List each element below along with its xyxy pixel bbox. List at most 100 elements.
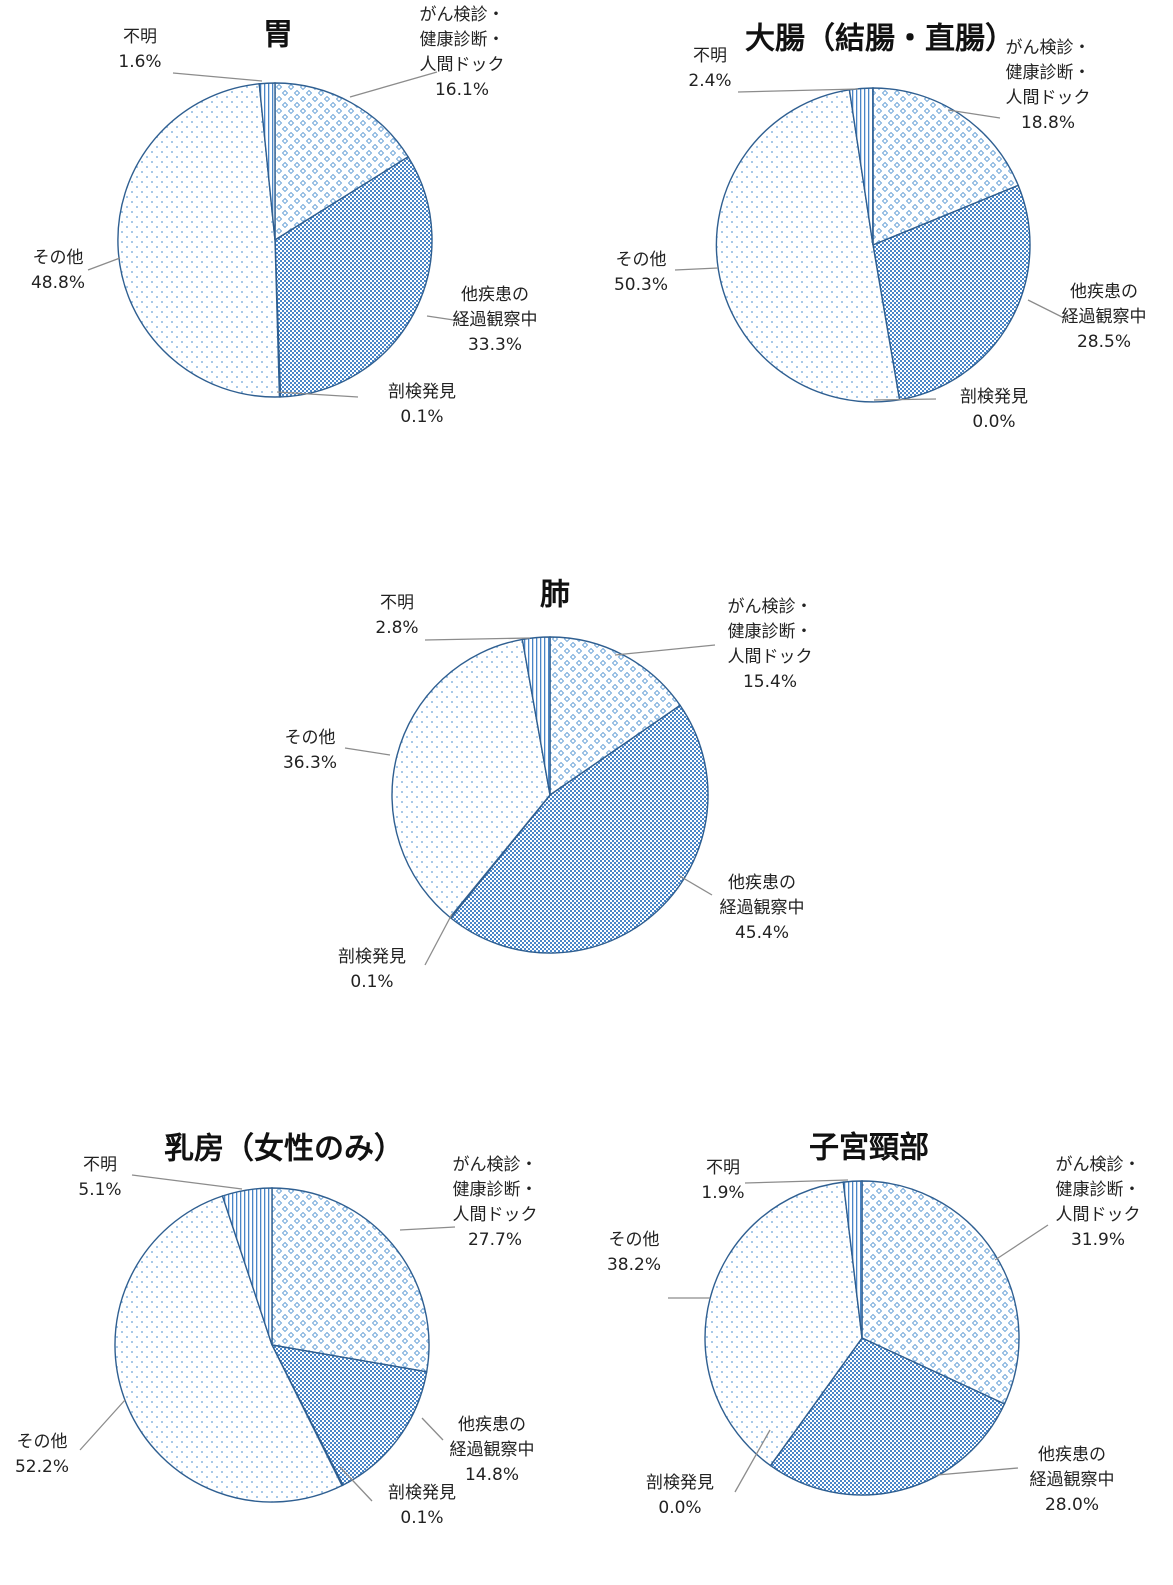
slice-followup	[872, 184, 1031, 401]
chart-title: 乳房（女性のみ）	[164, 1132, 404, 1167]
leader-line-other	[87, 257, 121, 271]
slice-percent: 0.0%	[658, 1498, 701, 1518]
slice-label-unknown: 不明 1.6%	[118, 27, 161, 72]
slice-category-line: 他疾患の	[458, 1415, 526, 1435]
slice-percent: 50.3%	[614, 275, 668, 295]
slice-label-other: その他 38.2%	[607, 1230, 661, 1275]
slice-percent: 16.1%	[435, 80, 489, 100]
chart-title: 子宮頸部	[809, 1131, 929, 1166]
slice-other	[117, 83, 281, 398]
slice-other	[114, 1195, 343, 1503]
leader-line-other	[79, 1399, 126, 1451]
slice-percent: 0.1%	[400, 407, 443, 427]
slice-category-line: 他疾患の	[461, 285, 529, 305]
leader-line-screening	[994, 1224, 1049, 1261]
slice-followup	[769, 1337, 1006, 1496]
slice-category-line: 剖検発見	[960, 387, 1028, 407]
slice-category-line: 経過観察中	[1062, 307, 1147, 327]
slice-percent: 0.1%	[400, 1508, 443, 1528]
slice-category-line: 経過観察中	[720, 898, 805, 918]
slice-label-followup: 他疾患の経過観察中 14.8%	[450, 1415, 535, 1485]
slice-percent: 27.7%	[468, 1230, 522, 1250]
slice-label-autopsy: 剖検発見 0.1%	[388, 382, 456, 427]
slice-category-line: 健康診断・	[1056, 1180, 1141, 1200]
slice-screening	[861, 1180, 1020, 1405]
slice-percent: 45.4%	[735, 923, 789, 943]
slice-category-line: その他	[609, 1230, 660, 1250]
slice-label-followup: 他疾患の経過観察中 45.4%	[720, 873, 805, 943]
leader-line-unknown	[744, 1179, 849, 1184]
slice-category-line: 健康診断・	[453, 1180, 538, 1200]
leader-line-unknown	[131, 1174, 243, 1190]
slice-label-screening: がん検診・健康診断・人間ドック 16.1%	[420, 5, 505, 100]
leader-line-unknown	[424, 637, 531, 641]
leader-line-unknown	[737, 88, 859, 93]
leader-line-autopsy	[424, 913, 453, 966]
slice-percent: 28.0%	[1045, 1495, 1099, 1515]
chart-stomach: 胃 がん検診・健康診断・人間ドック 16.1% 他疾患の経過観察中 33.3% 剖検発見 0…	[31, 5, 538, 427]
leader-line-other	[674, 267, 719, 271]
chart-title: 大腸（結腸・直腸）	[745, 22, 1015, 57]
slice-label-other: その他 48.8%	[31, 248, 85, 293]
slice-other	[704, 1181, 863, 1467]
slice-category-line: 人間ドック	[728, 647, 813, 667]
slice-category-line: 剖検発見	[388, 382, 456, 402]
slice-category-line: 剖検発見	[388, 1483, 456, 1503]
slice-category-line: 不明	[83, 1155, 117, 1175]
slice-category-line: 不明	[123, 27, 157, 47]
slice-category-line: 他疾患の	[728, 873, 796, 893]
chart-breast: 乳房（女性のみ） がん検診・健康診断・人間ドック 27.7% 他疾患の経過観察中 14.…	[15, 1132, 538, 1529]
slice-percent: 28.5%	[1077, 332, 1131, 352]
leader-line-followup	[936, 1467, 1019, 1476]
slice-percent: 2.8%	[375, 618, 418, 638]
slice-label-screening: がん検診・健康診断・人間ドック 15.4%	[728, 597, 813, 692]
slice-category-line: 経過観察中	[450, 1440, 535, 1460]
slice-category-line: がん検診・	[420, 5, 505, 25]
leader-line-followup	[1027, 299, 1069, 321]
slice-category-line: その他	[17, 1432, 68, 1452]
slice-screening	[271, 1187, 430, 1373]
slice-label-followup: 他疾患の経過観察中 33.3%	[453, 285, 538, 355]
slice-label-followup: 他疾患の経過観察中 28.5%	[1062, 282, 1147, 352]
slice-category-line: がん検診・	[1056, 1155, 1141, 1175]
slice-percent: 48.8%	[31, 273, 85, 293]
slice-unknown	[842, 1180, 863, 1339]
chart-lung: 肺がん検診・健康診断・人間ドック 15.4% 他疾患の経過観察中 45.4% 剖検発見 0…	[283, 578, 813, 993]
slice-label-followup: 他疾患の経過観察中 28.0%	[1030, 1445, 1115, 1515]
slice-screening	[274, 82, 410, 242]
slice-unknown	[221, 1187, 273, 1346]
slice-followup	[274, 155, 433, 398]
chart-large-intestine: 大腸（結腸・直腸）がん検診・健康診断・人間ドック 18.8% 他疾患の経過観察中 28…	[614, 22, 1147, 433]
slice-category-line: 不明	[380, 593, 414, 613]
slice-label-unknown: 不明 2.4%	[688, 46, 731, 91]
slice-category-line: その他	[285, 728, 336, 748]
slice-percent: 36.3%	[283, 753, 337, 773]
leader-line-other	[344, 747, 391, 756]
slice-category-line: がん検診・	[1006, 38, 1091, 58]
slice-category-line: がん検診・	[728, 597, 813, 617]
slice-category-line: 他疾患の	[1070, 282, 1138, 302]
slice-label-unknown: 不明 5.1%	[78, 1155, 121, 1200]
slice-unknown	[258, 82, 276, 241]
slice-percent: 14.8%	[465, 1465, 519, 1485]
leader-line-unknown	[172, 72, 263, 82]
slice-category-line: 人間ドック	[453, 1205, 538, 1225]
leader-line-screening	[614, 644, 716, 656]
slice-label-other: その他 36.3%	[283, 728, 337, 773]
slice-label-screening: がん検診・健康診断・人間ドック 31.9%	[1056, 1155, 1141, 1250]
leader-line-followup	[421, 1417, 444, 1441]
slice-percent: 33.3%	[468, 335, 522, 355]
leader-line-screening	[947, 109, 1001, 119]
slice-percent: 52.2%	[15, 1457, 69, 1477]
leader-line-screening	[399, 1226, 456, 1231]
slice-label-screening: がん検診・健康診断・人間ドック 18.8%	[1006, 38, 1091, 133]
slice-label-unknown: 不明 1.9%	[701, 1158, 744, 1203]
slice-category-line: 経過観察中	[1030, 1470, 1115, 1490]
leader-line-autopsy	[276, 391, 359, 398]
slice-category-line: がん検診・	[453, 1155, 538, 1175]
slice-category-line: 経過観察中	[453, 310, 538, 330]
slice-label-autopsy: 剖検発見 0.0%	[646, 1473, 714, 1518]
slice-category-line: 不明	[706, 1158, 740, 1178]
slice-label-screening: がん検診・健康診断・人間ドック 27.7%	[453, 1155, 538, 1250]
